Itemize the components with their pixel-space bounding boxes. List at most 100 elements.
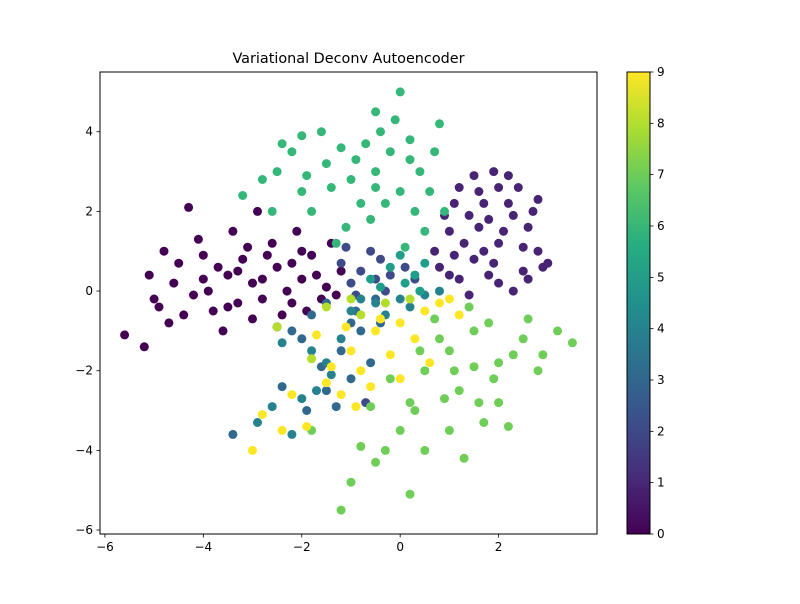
point-class-3: [307, 310, 317, 320]
point-class-6: [390, 115, 400, 125]
point-class-4: [287, 429, 297, 439]
point-class-6: [435, 119, 444, 129]
y-tick-label: −6: [75, 523, 93, 537]
point-class-1: [444, 270, 454, 280]
point-class-6: [297, 187, 307, 196]
point-class-6: [341, 222, 351, 232]
point-class-1: [503, 198, 513, 208]
point-class-0: [218, 326, 228, 336]
point-class-0: [223, 302, 233, 312]
x-tick-label: 0: [396, 540, 404, 554]
point-class-9: [371, 326, 381, 336]
point-class-9: [321, 378, 331, 388]
point-class-5: [410, 270, 420, 280]
point-class-7: [430, 314, 440, 324]
colorbar-tick-label: 2: [657, 424, 665, 438]
x-axis: −6 −4 −2 0 2: [96, 534, 502, 554]
point-class-3: [321, 386, 331, 396]
point-class-8: [405, 294, 415, 304]
point-class-6: [321, 159, 331, 169]
point-class-6: [302, 171, 312, 181]
point-class-8: [356, 310, 366, 320]
point-class-6: [371, 107, 381, 117]
point-class-6: [297, 131, 307, 141]
point-class-0: [243, 242, 253, 252]
point-class-7: [533, 366, 543, 376]
point-class-1: [454, 274, 464, 284]
point-class-6: [336, 143, 346, 153]
point-class-6: [440, 206, 449, 216]
point-class-5: [366, 274, 376, 284]
point-class-7: [444, 346, 454, 356]
point-class-2: [336, 258, 346, 268]
point-class-2: [341, 242, 351, 252]
point-class-5: [400, 278, 410, 288]
point-class-0: [321, 282, 331, 292]
point-class-1: [430, 246, 440, 256]
x-tick-label: −2: [293, 540, 311, 554]
point-class-4: [395, 294, 405, 304]
point-class-6: [307, 206, 317, 216]
point-class-7: [474, 398, 484, 408]
point-class-1: [484, 270, 494, 280]
point-class-7: [454, 386, 464, 396]
point-class-8: [346, 294, 356, 304]
point-class-8: [321, 302, 331, 312]
point-class-0: [331, 290, 341, 300]
point-class-8: [380, 298, 390, 308]
point-class-2: [356, 266, 366, 276]
point-class-2: [385, 270, 395, 280]
point-class-9: [248, 445, 257, 455]
point-class-7: [405, 398, 415, 408]
point-class-1: [508, 286, 518, 296]
point-class-0: [282, 286, 292, 296]
y-tick-label: −2: [75, 364, 93, 378]
point-class-9: [336, 390, 346, 400]
point-class-1: [479, 246, 489, 256]
point-class-9: [420, 306, 430, 316]
point-class-7: [469, 326, 479, 336]
colorbar-tick-label: 9: [657, 65, 665, 79]
point-class-7: [444, 425, 454, 435]
colorbar-gradient: [627, 72, 650, 534]
point-class-3: [346, 374, 356, 384]
point-class-4: [277, 338, 287, 348]
point-class-7: [518, 334, 528, 344]
point-class-1: [479, 198, 489, 208]
point-class-9: [257, 410, 267, 419]
point-class-3: [356, 326, 366, 336]
point-class-1: [494, 278, 504, 288]
point-class-9: [346, 346, 356, 356]
point-class-4: [312, 386, 321, 396]
colorbar-tick-label: 7: [657, 168, 665, 182]
point-class-2: [376, 254, 385, 264]
point-class-0: [287, 258, 297, 268]
point-class-1: [523, 274, 533, 284]
point-class-6: [420, 226, 430, 236]
point-class-7: [494, 398, 504, 408]
colorbar-tick-label: 0: [657, 527, 665, 541]
colorbar-tick-label: 1: [657, 476, 665, 490]
point-class-1: [533, 246, 543, 256]
point-class-6: [267, 206, 277, 216]
point-class-0: [277, 310, 287, 320]
point-class-7: [469, 362, 479, 372]
point-class-7: [371, 457, 381, 467]
colorbar-tick-label: 4: [657, 322, 665, 336]
point-class-0: [159, 246, 169, 256]
point-class-4: [405, 302, 415, 312]
colorbar-frame: [626, 71, 651, 535]
point-class-9: [385, 350, 395, 360]
point-class-0: [154, 302, 164, 312]
point-class-0: [312, 270, 321, 280]
point-class-3: [302, 406, 312, 415]
point-class-7: [484, 318, 494, 328]
point-class-4: [297, 394, 307, 404]
point-class-1: [474, 222, 484, 232]
point-class-0: [198, 250, 208, 260]
point-class-9: [395, 374, 405, 384]
point-class-2: [366, 246, 376, 256]
point-class-1: [469, 254, 479, 264]
point-class-3: [228, 429, 238, 439]
point-class-0: [208, 306, 218, 316]
